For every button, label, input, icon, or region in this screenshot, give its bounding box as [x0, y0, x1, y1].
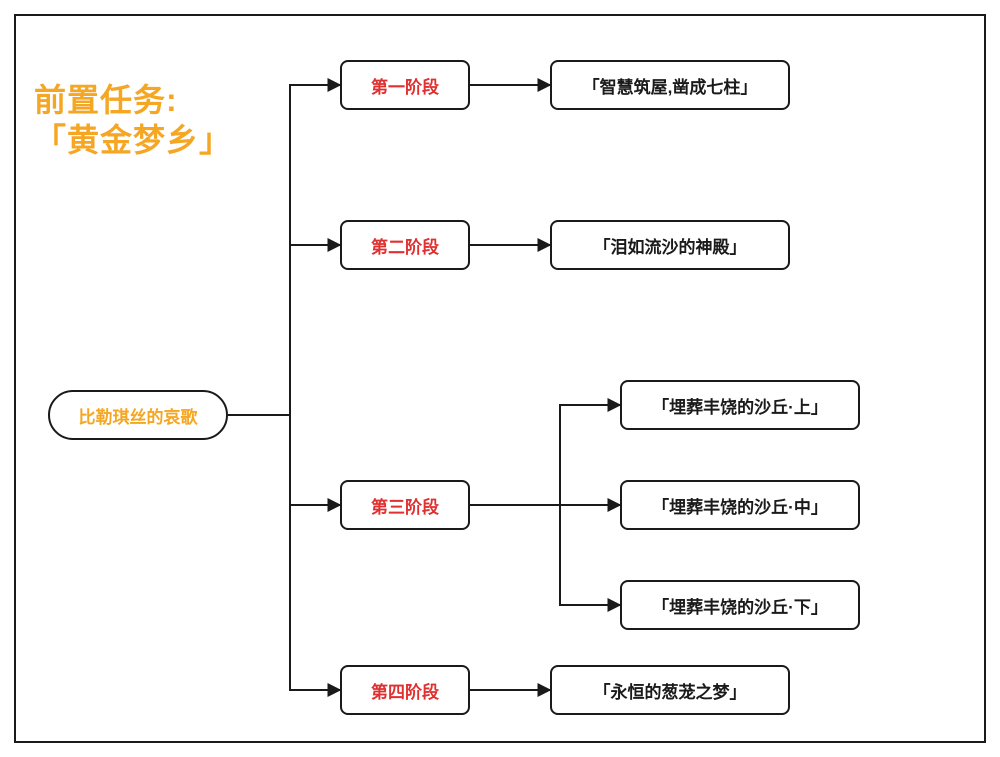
node-label-leaf3c: 「埋葬丰饶的沙丘·下」 [652, 593, 828, 618]
node-label-leaf1: 「智慧筑屋,凿成七柱」 [583, 73, 758, 98]
edge-root-to-stage4 [228, 415, 340, 690]
edge-root-to-stage3 [228, 415, 340, 505]
node-label-stage2: 第二阶段 [371, 233, 439, 258]
edge-stage3-to-leaf3a [470, 405, 620, 505]
node-leaf3a: 「埋葬丰饶的沙丘·上」 [620, 380, 860, 430]
node-label-leaf3a: 「埋葬丰饶的沙丘·上」 [652, 393, 828, 418]
node-stage1: 第一阶段 [340, 60, 470, 110]
node-leaf3b: 「埋葬丰饶的沙丘·中」 [620, 480, 860, 530]
node-label-stage1: 第一阶段 [371, 73, 439, 98]
node-label-root: 比勒琪丝的哀歌 [79, 403, 198, 428]
node-stage2: 第二阶段 [340, 220, 470, 270]
edge-root-to-stage1 [228, 85, 340, 415]
node-label-leaf4: 「永恒的葱茏之梦」 [594, 678, 747, 703]
node-leaf3c: 「埋葬丰饶的沙丘·下」 [620, 580, 860, 630]
node-leaf2: 「泪如流沙的神殿」 [550, 220, 790, 270]
node-label-leaf3b: 「埋葬丰饶的沙丘·中」 [652, 493, 828, 518]
node-label-stage3: 第三阶段 [371, 493, 439, 518]
node-leaf4: 「永恒的葱茏之梦」 [550, 665, 790, 715]
edge-stage3-to-leaf3c [470, 505, 620, 605]
node-label-leaf2: 「泪如流沙的神殿」 [594, 233, 747, 258]
node-root: 比勒琪丝的哀歌 [48, 390, 228, 440]
node-stage4: 第四阶段 [340, 665, 470, 715]
node-label-stage4: 第四阶段 [371, 678, 439, 703]
diagram-canvas: 前置任务: 「黄金梦乡」 比勒琪丝的哀歌第一阶段第二阶段第三阶段第四阶段「智慧筑… [0, 0, 1000, 757]
edges-layer [0, 0, 1000, 757]
node-stage3: 第三阶段 [340, 480, 470, 530]
edge-root-to-stage2 [228, 245, 340, 415]
node-leaf1: 「智慧筑屋,凿成七柱」 [550, 60, 790, 110]
